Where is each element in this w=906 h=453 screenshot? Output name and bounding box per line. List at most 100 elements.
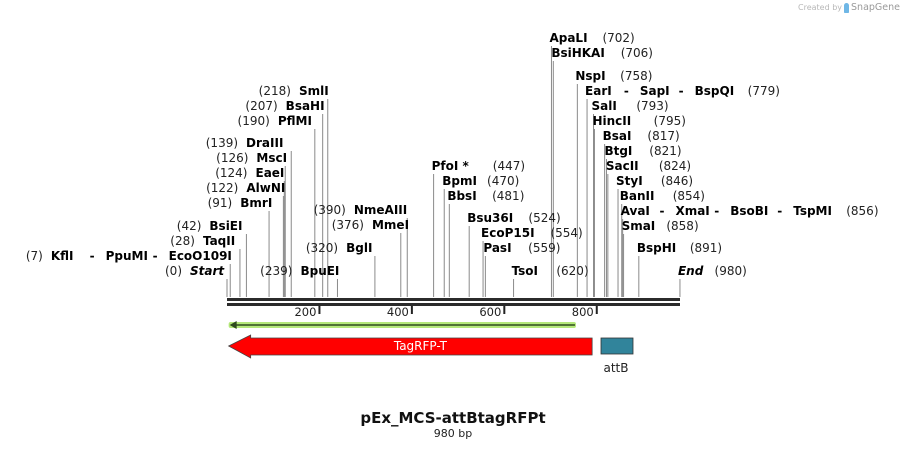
restriction-site[interactable]: (376) MmeI	[332, 218, 409, 232]
restriction-site[interactable]: BtgI (821)	[604, 144, 681, 158]
site-name[interactable]: SapI	[640, 84, 670, 98]
restriction-site[interactable]: End (980)	[678, 264, 747, 278]
site-name[interactable]: End	[678, 264, 704, 278]
site-position: (821)	[649, 144, 681, 158]
site-name[interactable]: BanII	[620, 189, 655, 203]
restriction-site[interactable]: SmaI (858)	[622, 219, 699, 233]
restriction-site[interactable]: (7) KflI - PpuMI - EcoO109I	[26, 249, 232, 263]
cds-arrow[interactable]	[227, 334, 593, 359]
site-name[interactable]: SacII	[606, 159, 639, 173]
site-name[interactable]: BglI	[346, 241, 372, 255]
site-name[interactable]: EarI	[585, 84, 612, 98]
restriction-site[interactable]: (207) BsaHI	[245, 99, 324, 113]
site-name[interactable]: DraIII	[246, 136, 283, 150]
site-position: (122)	[206, 181, 238, 195]
site-name[interactable]: BsoBI	[730, 204, 768, 218]
feature-tagrfp-t[interactable]: TagRFP-T	[227, 334, 593, 359]
restriction-site[interactable]: StyI (846)	[616, 174, 693, 188]
restriction-site[interactable]: (0) Start	[165, 264, 225, 278]
restriction-site[interactable]: BpmI (470)	[442, 174, 519, 188]
site-position: (858)	[666, 219, 698, 233]
restriction-site[interactable]: EarI - SapI - BspQI (779)	[585, 84, 780, 98]
restriction-site[interactable]: (42) BsiEI	[177, 219, 243, 233]
site-name[interactable]: BtgI	[604, 144, 632, 158]
restriction-site[interactable]: BspHI (891)	[637, 241, 722, 255]
site-name[interactable]: XmaI	[675, 204, 709, 218]
restriction-site[interactable]: (91) BmrI	[208, 196, 273, 210]
restriction-site[interactable]: AvaI - XmaI - BsoBI - TspMI (856)	[621, 204, 879, 218]
restriction-site[interactable]: (218) SmlI	[259, 84, 329, 98]
restriction-site[interactable]: (122) AlwNI	[206, 181, 285, 195]
site-name[interactable]: HincII	[592, 114, 631, 128]
site-position: (554)	[550, 226, 582, 240]
site-name[interactable]: BbsI	[447, 189, 476, 203]
site-name[interactable]: KflI	[51, 249, 74, 263]
ruler-tick-label: 400	[387, 305, 409, 319]
site-position: (793)	[636, 99, 668, 113]
restriction-site[interactable]: (139) DraIII	[206, 136, 284, 150]
restriction-site[interactable]: (390) NmeAIII	[314, 203, 408, 217]
restriction-site[interactable]: BanII (854)	[620, 189, 705, 203]
site-name[interactable]: NspI	[575, 69, 605, 83]
restriction-site[interactable]: BsaI (817)	[603, 129, 680, 143]
restriction-site[interactable]: (239) BpuEI	[260, 264, 339, 278]
restriction-site[interactable]: (28) TaqII	[170, 234, 235, 248]
orf-arrow[interactable]	[228, 321, 576, 329]
site-name[interactable]: AlwNI	[246, 181, 285, 195]
site-name[interactable]: TsoI	[512, 264, 538, 278]
restriction-site[interactable]: Bsu36I (524)	[467, 211, 560, 225]
site-name[interactable]: MscI	[256, 151, 287, 165]
restriction-site[interactable]: PfoI * (447)	[432, 159, 525, 173]
site-name[interactable]: Start	[190, 264, 225, 278]
restriction-site[interactable]: BsiHKAI (706)	[551, 46, 653, 60]
site-name[interactable]: SmaI	[622, 219, 656, 233]
site-name[interactable]: Bsu36I	[467, 211, 513, 225]
restriction-site[interactable]: EcoP15I (554)	[481, 226, 583, 240]
site-name[interactable]: StyI	[616, 174, 643, 188]
backbone	[227, 298, 680, 306]
site-name[interactable]: BsaHI	[286, 99, 325, 113]
site-name[interactable]: PasI	[483, 241, 511, 255]
site-position: (239)	[260, 264, 292, 278]
restriction-site[interactable]: SacII (824)	[606, 159, 691, 173]
site-name[interactable]: EaeI	[256, 166, 285, 180]
restriction-site[interactable]: ApaLI (702)	[549, 31, 634, 45]
credit-brand: SnapGene	[851, 2, 900, 13]
site-name[interactable]: AvaI	[621, 204, 650, 218]
site-name[interactable]: BsiEI	[209, 219, 242, 233]
site-name[interactable]: EcoP15I	[481, 226, 535, 240]
site-name[interactable]: ApaLI	[549, 31, 587, 45]
restriction-site[interactable]: SalI (793)	[592, 99, 669, 113]
site-name[interactable]: TaqII	[203, 234, 235, 248]
site-name[interactable]: PfoI *	[432, 159, 470, 173]
site-name[interactable]: BspQI	[695, 84, 735, 98]
restriction-site[interactable]: (190) PflMI	[238, 114, 312, 128]
site-name[interactable]: BmrI	[240, 196, 272, 210]
site-name[interactable]: NmeAIII	[354, 203, 407, 217]
restriction-site[interactable]: PasI (559)	[483, 241, 560, 255]
site-position: (524)	[528, 211, 560, 225]
site-name[interactable]: SalI	[592, 99, 617, 113]
feature-box[interactable]	[600, 337, 634, 355]
restriction-site[interactable]: (126) MscI	[216, 151, 287, 165]
restriction-site[interactable]: BbsI (481)	[447, 189, 524, 203]
restriction-site[interactable]: TsoI (620)	[512, 264, 589, 278]
site-name[interactable]: BpuEI	[300, 264, 339, 278]
restriction-site[interactable]: (124) EaeI	[215, 166, 284, 180]
site-name[interactable]: BpmI	[442, 174, 477, 188]
site-name[interactable]: TspMI	[793, 204, 832, 218]
site-name[interactable]: PpuMI	[106, 249, 148, 263]
feature-attb[interactable]: attB	[600, 337, 634, 375]
site-name[interactable]: EcoO109I	[169, 249, 232, 263]
site-name[interactable]: BsaI	[603, 129, 632, 143]
site-name[interactable]: BspHI	[637, 241, 676, 255]
site-name[interactable]: BsiHKAI	[551, 46, 605, 60]
ruler-tick	[410, 306, 413, 314]
restriction-site[interactable]: HincII (795)	[592, 114, 685, 128]
site-name[interactable]: SmlI	[299, 84, 329, 98]
restriction-site[interactable]: (320) BglI	[306, 241, 373, 255]
restriction-site[interactable]: NspI (758)	[575, 69, 652, 83]
site-name[interactable]: MmeI	[372, 218, 409, 232]
site-position: (470)	[487, 174, 519, 188]
site-name[interactable]: PflMI	[278, 114, 312, 128]
